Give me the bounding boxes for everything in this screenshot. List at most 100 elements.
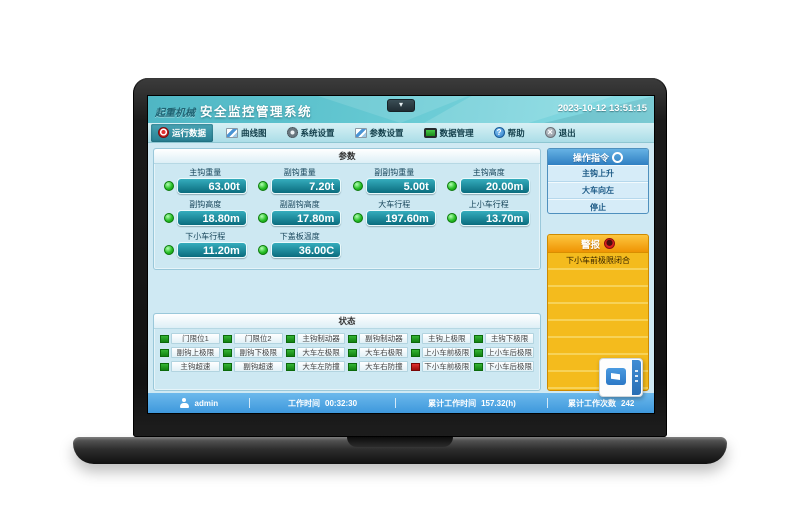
menu-item-4[interactable]: 数据管理 — [417, 124, 481, 142]
work-time-label: 工作时间 — [288, 398, 321, 408]
ime-popup[interactable] — [599, 358, 643, 397]
alarm-title: 警报 — [580, 239, 600, 251]
status-item-6: 副钩上极限 — [160, 347, 220, 358]
parameter-label: 主钩重量 — [189, 168, 222, 177]
parameter-value: 11.20m — [176, 242, 247, 258]
green-indicator-icon — [160, 334, 169, 343]
total-time-value: 157.32(h) — [481, 398, 516, 408]
parameter-value: 5.00t — [365, 178, 436, 194]
status-item-label: 主钩超速 — [171, 361, 220, 372]
statusbar-divider — [395, 398, 397, 408]
parameter-label: 下盖板温度 — [279, 232, 320, 241]
command-panel: 操作指令 主钩上升 大车向左 停止 — [547, 148, 649, 214]
alarm-row-0: 下小车前极限闭合 — [548, 253, 648, 270]
status-item-7: 副钩下极限 — [222, 347, 283, 358]
status-item-label: 大车左防撞 — [296, 361, 346, 372]
parameter-row: 197.60m — [347, 210, 442, 226]
parameter-6: 大车行程 197.60m — [347, 199, 442, 226]
work-time-value: 00:32:30 — [325, 398, 358, 408]
app-header: 起重机械 安全监控管理系统 ▾ 2023-10-12 13:51:15 — [148, 96, 654, 123]
status-item-label: 下小车后极限 — [485, 361, 534, 372]
green-led-icon — [163, 245, 174, 255]
status-item-8: 大车左极限 — [285, 347, 346, 358]
parameter-value: 13.70m — [460, 210, 531, 226]
alarm-panel-header: 警报 — [548, 235, 648, 253]
parameter-7: 上小车行程 13.70m — [442, 199, 537, 226]
alarm-row-1 — [548, 270, 648, 287]
parameter-value: 20.00m — [460, 178, 531, 194]
green-indicator-icon — [222, 334, 232, 343]
parameter-value: 36.00C — [271, 242, 342, 258]
parameter-row: 18.80m — [158, 210, 253, 226]
status-item-label: 大车左极限 — [296, 347, 346, 358]
laptop-notch — [347, 437, 453, 447]
alarm-row-5 — [548, 338, 648, 355]
menu-item-2[interactable]: 系统设置 — [280, 124, 342, 142]
menu-item-0[interactable]: 运行数据 — [151, 123, 214, 142]
user-icon — [179, 398, 190, 408]
status-item-3: 副钩制动器 — [348, 333, 409, 344]
status-item-label: 主钩下极限 — [485, 333, 534, 344]
gear-icon — [286, 127, 298, 138]
parameter-label: 上小车行程 — [468, 200, 509, 209]
help-icon — [493, 127, 505, 138]
record-icon — [158, 127, 169, 138]
green-led-icon — [352, 181, 363, 191]
status-item-5: 主钩下极限 — [474, 333, 534, 344]
parameter-row: 63.00t — [158, 178, 253, 194]
menu-item-label: 运行数据 — [172, 127, 207, 138]
status-item-label: 主钩上极限 — [422, 333, 472, 344]
statusbar-work-time: 工作时间 00:32:30 — [250, 398, 396, 409]
green-indicator-icon — [222, 348, 232, 357]
status-item-11: 上小车后极限 — [474, 347, 534, 358]
collapse-button[interactable]: ▾ — [387, 99, 415, 112]
menu-item-label: 退出 — [558, 127, 576, 138]
parameter-1: 副钩重量 7.20t — [253, 167, 348, 194]
parameter-label: 下小车行程 — [185, 232, 226, 241]
menu-item-1[interactable]: 曲线图 — [219, 124, 274, 142]
green-led-icon — [258, 213, 269, 223]
statusbar-user: admin — [148, 398, 249, 408]
green-indicator-icon — [411, 348, 421, 357]
statusbar-divider — [248, 398, 250, 408]
status-item-2: 主钩制动器 — [285, 333, 346, 344]
status-item-label: 上小车前极限 — [422, 347, 472, 358]
alarm-icon — [604, 238, 615, 249]
green-indicator-icon — [285, 362, 295, 371]
menu-bar: 运行数据 曲线图 系统设置 参数设置 数据管理 帮助 退出 — [148, 123, 654, 143]
exit-icon — [544, 127, 556, 138]
alarm-row-6 — [548, 355, 648, 372]
green-led-icon — [447, 213, 458, 223]
menu-item-label: 数据管理 — [439, 127, 474, 138]
command-row-2[interactable]: 停止 — [548, 199, 648, 213]
parameters-title: 参数 — [154, 149, 540, 164]
menu-item-5[interactable]: 帮助 — [487, 124, 532, 142]
parameter-row: 11.20m — [158, 242, 253, 258]
menu-item-6[interactable]: 退出 — [538, 124, 583, 142]
command-row-1[interactable]: 大车向左 — [548, 182, 648, 199]
ime-handle[interactable] — [632, 360, 641, 395]
status-item-label: 副钩制动器 — [359, 333, 409, 344]
parameter-row: 36.00C — [253, 242, 348, 258]
username: admin — [194, 398, 219, 408]
menu-item-label: 帮助 — [507, 127, 525, 138]
total-time-label: 累计工作时间 — [428, 398, 477, 408]
alarm-row-4 — [548, 321, 648, 338]
parameter-0: 主钩重量 63.00t — [158, 167, 253, 194]
green-indicator-icon — [348, 362, 358, 371]
alarm-row-2 — [548, 287, 648, 304]
alarm-list: 下小车前极限闭合 — [548, 253, 648, 389]
status-item-label: 副钩超速 — [233, 361, 283, 372]
green-led-icon — [163, 181, 174, 191]
status-item-9: 大车右极限 — [348, 347, 409, 358]
parameter-label: 副钩高度 — [189, 200, 222, 209]
parameters-grid: 主钩重量 63.00t 副钩重量 7.20t 副副钩重量 5.00t 主钩高度 20.00m 副… — [154, 164, 540, 261]
ime-flag-icon — [606, 368, 626, 385]
status-panel: 状态 门限位1 门限位2 主钩制动器 副钩制动器 主钩上极限 主钩下极限 副钩上极限 副钩下极… — [153, 313, 541, 391]
parameter-row: 5.00t — [347, 178, 442, 194]
total-count-value: 242 — [621, 398, 635, 408]
command-row-0[interactable]: 主钩上升 — [548, 165, 648, 182]
wheel-icon — [612, 151, 623, 163]
status-item-label: 主钩制动器 — [296, 333, 346, 344]
menu-item-3[interactable]: 参数设置 — [348, 124, 411, 142]
